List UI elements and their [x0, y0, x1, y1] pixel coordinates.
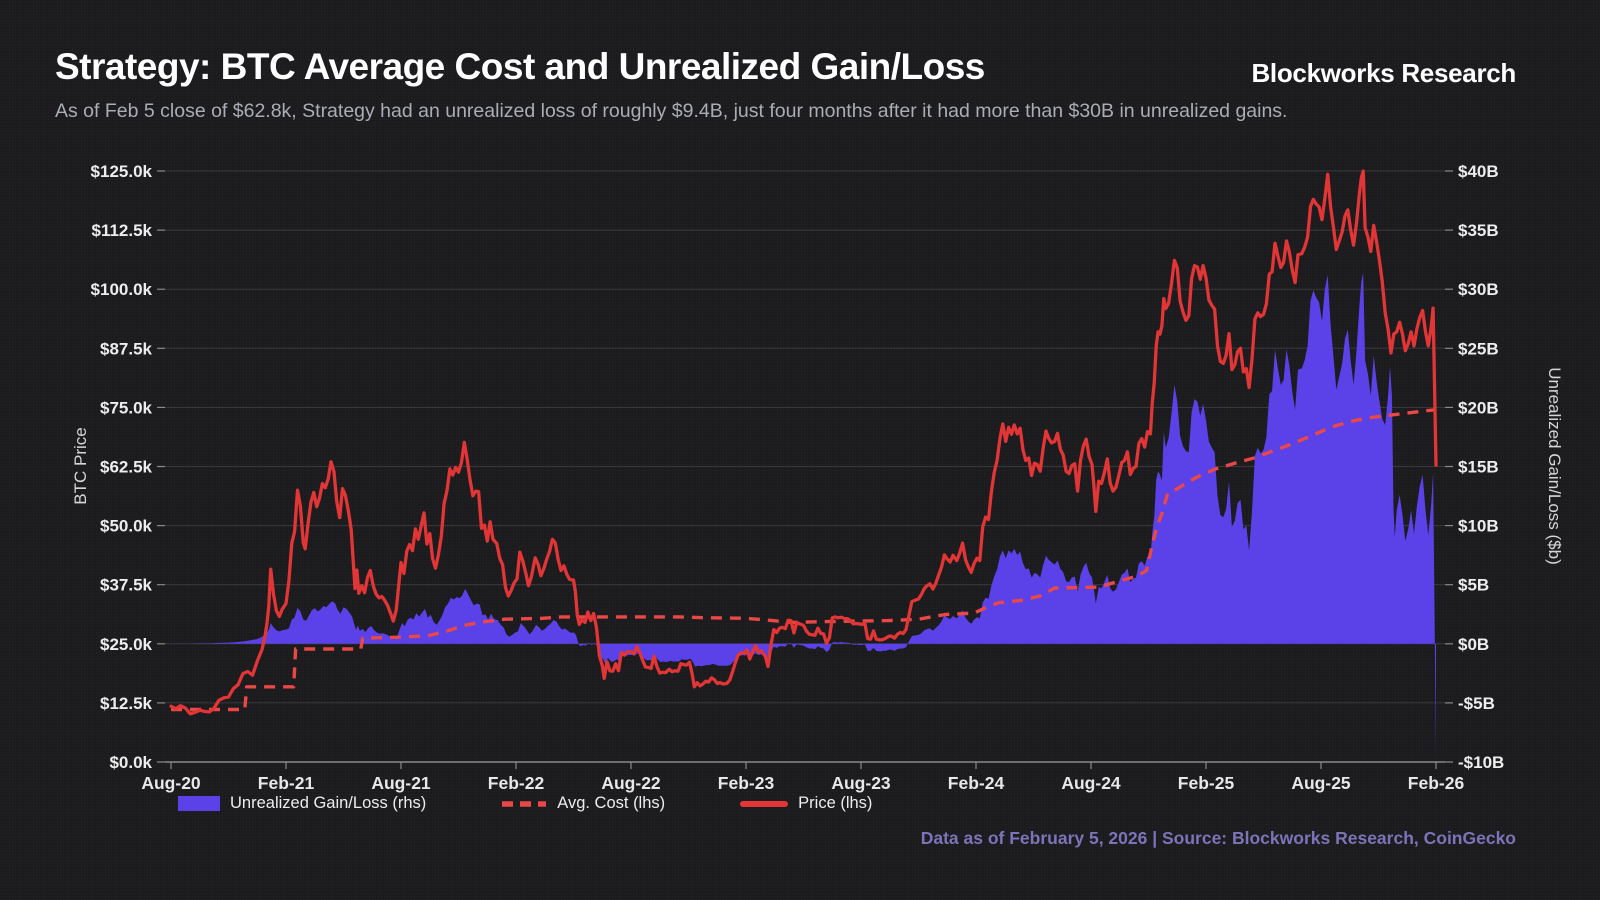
- right-axis-title: Unrealized Gain/Loss ($b): [1545, 367, 1564, 564]
- left-axis-tick-label: $75.0k: [100, 398, 153, 417]
- legend-label: Unrealized Gain/Loss (rhs): [230, 794, 427, 812]
- left-axis-tick-label: $100.0k: [91, 280, 153, 299]
- left-axis-title: BTC Price: [71, 427, 90, 504]
- x-axis-tick-label: Aug-23: [831, 773, 891, 793]
- chart-legend: Unrealized Gain/Loss (rhs) Avg. Cost (lh…: [178, 794, 872, 813]
- price-line: [169, 169, 1438, 716]
- solid-line-swatch-icon: [740, 800, 789, 807]
- x-axis-tick-label: Feb-22: [488, 773, 545, 793]
- x-axis-tick-label: Aug-25: [1291, 773, 1351, 793]
- left-axis-tick-label: $25.0k: [100, 635, 153, 654]
- area-swatch-icon: [178, 796, 220, 811]
- chart-subtitle: As of Feb 5 close of $62.8k, Strategy ha…: [55, 100, 1288, 122]
- left-axis-tick-label: $87.5k: [100, 339, 153, 358]
- x-axis-tick-label: Feb-25: [1178, 773, 1235, 793]
- legend-item-price: Price (lhs): [740, 794, 872, 813]
- dashed-line-swatch-icon: [502, 800, 547, 807]
- legend-item-unrealized-gain-loss: Unrealized Gain/Loss (rhs): [178, 794, 426, 813]
- legend-item-avg-cost: Avg. Cost (lhs): [501, 794, 665, 813]
- right-axis-tick-label: $30B: [1458, 280, 1499, 299]
- y-axis-tick-labels: $0.0k -$10B $12.5k -$5B $25.0k $0B $37.5k $5B $5…: [91, 162, 1505, 772]
- x-axis-tick-label: Aug-21: [371, 773, 431, 793]
- legend-label: Avg. Cost (lhs): [557, 794, 666, 812]
- left-axis-tick-label: $0.0k: [109, 753, 152, 772]
- right-axis-tick-label: $10B: [1458, 517, 1499, 536]
- right-axis-tick-label: $40B: [1458, 162, 1499, 181]
- left-axis-tick-label: $12.5k: [100, 694, 153, 713]
- x-axis-tick-label: Aug-24: [1061, 773, 1121, 793]
- right-axis-tick-label: -$5B: [1458, 694, 1495, 713]
- left-axis-tick-label: $125.0k: [91, 162, 153, 181]
- x-axis: Aug-20 Feb-21 Aug-21 Feb-22 Aug-22 Feb-23 Aug-…: [141, 761, 1465, 793]
- right-axis-tick-label: $5B: [1458, 576, 1489, 595]
- right-axis-tick-label: $15B: [1458, 458, 1499, 477]
- source-attribution: Data as of February 5, 2026 | Source: Bl…: [920, 828, 1516, 848]
- axis-titles: BTC Price Unrealized Gain/Loss ($b): [71, 367, 1564, 564]
- right-axis-tick-label: $25B: [1458, 339, 1499, 358]
- x-axis-tick-label: Feb-26: [1408, 773, 1465, 793]
- right-axis-tick-label: -$10B: [1458, 753, 1504, 772]
- series-area: [171, 272, 1436, 755]
- right-axis-tick-label: $20B: [1458, 398, 1499, 417]
- brand-logo: Blockworks Research: [1251, 58, 1516, 88]
- left-axis-tick-label: $50.0k: [100, 517, 153, 536]
- series-price: [169, 169, 1438, 716]
- x-axis-tick-label: Feb-23: [718, 773, 775, 793]
- right-axis-tick-label: $0B: [1458, 635, 1489, 654]
- x-axis-tick-label: Aug-20: [141, 773, 201, 793]
- left-axis-tick-label: $112.5k: [91, 221, 152, 240]
- right-axis-tick-label: $35B: [1458, 221, 1499, 240]
- left-axis-tick-label: $62.5k: [100, 458, 153, 477]
- unrealized-gain-loss-area: [171, 272, 1436, 755]
- x-axis-tick-label: Feb-24: [948, 773, 1005, 793]
- left-axis-tick-label: $37.5k: [100, 576, 153, 595]
- x-axis-tick-label: Feb-21: [258, 773, 315, 793]
- x-axis-tick-label: Aug-22: [601, 773, 661, 793]
- legend-label: Price (lhs): [798, 794, 873, 812]
- page-title: Strategy: BTC Average Cost and Unrealize…: [55, 46, 985, 87]
